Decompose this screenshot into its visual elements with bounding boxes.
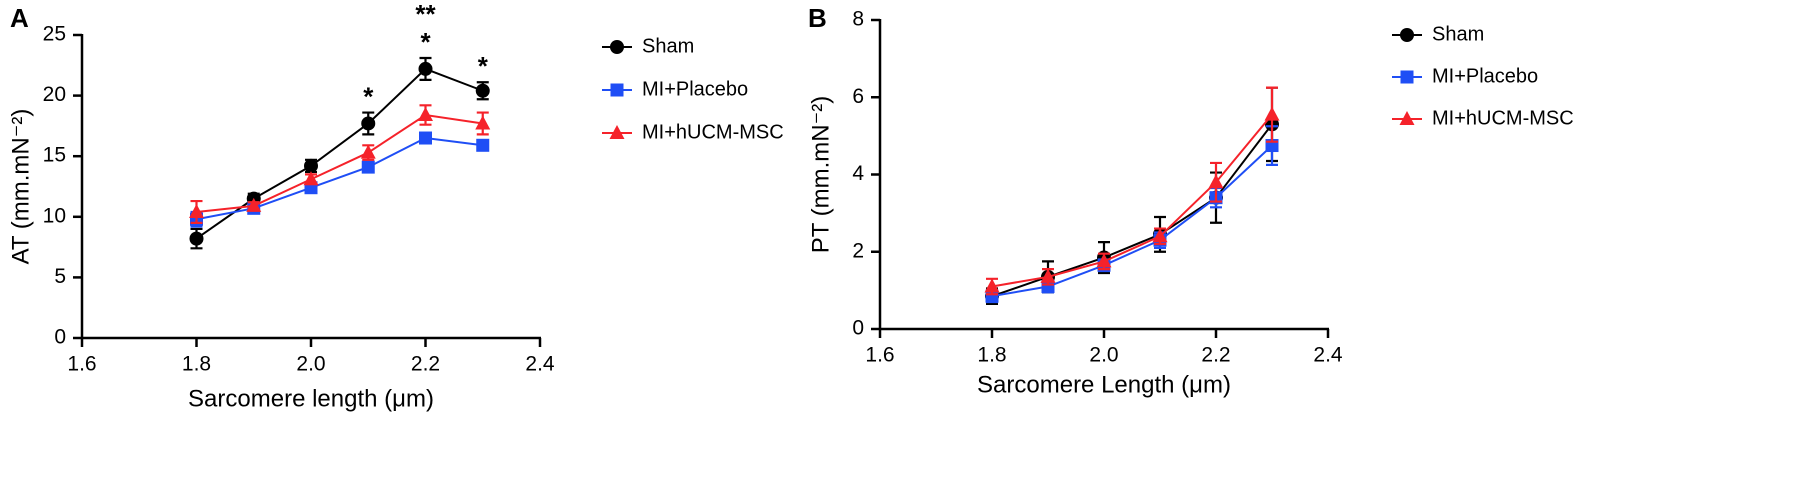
x-axis-label: Sarcomere Length (μm) (977, 371, 1231, 398)
marker (189, 231, 204, 246)
series (985, 125, 1279, 304)
legend-label: Sham (1432, 23, 1484, 45)
series (984, 86, 1280, 296)
y-axis-label: PT (mm.mN⁻²) (807, 96, 834, 254)
marker (361, 160, 375, 174)
x-tick-label: 1.6 (865, 344, 894, 367)
marker (360, 144, 376, 159)
marker (1152, 228, 1168, 243)
marker (1096, 253, 1112, 268)
marker (419, 131, 432, 145)
marker (418, 106, 433, 121)
significance: * (363, 81, 374, 111)
series-line (195, 67, 484, 240)
marker (609, 125, 625, 139)
legend-label: MI+hUCM-MSC (1432, 107, 1574, 129)
panel-label: A (10, 3, 29, 33)
legend-label: Sham (642, 35, 694, 57)
marker (1208, 174, 1224, 189)
x-tick-label: 1.8 (977, 344, 1006, 367)
x-tick-label: 1.6 (67, 353, 96, 376)
x-tick-label: 1.8 (182, 353, 211, 376)
y-tick-label: 10 (43, 204, 66, 227)
x-tick-label: 2.2 (1201, 344, 1230, 367)
panel-label: B (808, 3, 827, 33)
marker (475, 83, 490, 98)
x-axis-label: Sarcomere length (μm) (188, 385, 434, 412)
marker (303, 171, 319, 186)
series (985, 86, 1279, 305)
significance: ** (415, 0, 436, 29)
significance: * (420, 27, 431, 57)
x-tick-label: 2.0 (1089, 344, 1118, 367)
y-tick-label: 15 (43, 144, 66, 167)
y-tick-label: 25 (43, 23, 66, 46)
marker (985, 289, 999, 303)
y-tick-label: 8 (852, 8, 864, 31)
y-tick-label: 5 (54, 265, 66, 288)
marker (1400, 28, 1414, 42)
marker (475, 115, 491, 130)
series (189, 56, 490, 250)
series (189, 104, 491, 224)
series-line (991, 144, 1273, 298)
series-line (991, 113, 1273, 288)
marker (610, 40, 624, 54)
x-tick-label: 2.4 (1313, 344, 1343, 367)
marker (246, 197, 262, 212)
significance: * (478, 51, 489, 81)
y-tick-label: 20 (43, 83, 66, 106)
y-tick-label: 0 (54, 326, 66, 349)
marker (1041, 280, 1055, 294)
y-tick-label: 4 (852, 162, 864, 185)
marker (1040, 268, 1056, 283)
marker (304, 158, 318, 173)
marker (610, 83, 624, 97)
marker (1400, 70, 1414, 84)
marker (418, 61, 433, 76)
marker (361, 116, 376, 131)
marker (476, 138, 490, 152)
series-line (991, 123, 1273, 298)
x-tick-label: 2.2 (411, 353, 440, 376)
marker (984, 278, 1000, 293)
y-tick-label: 0 (852, 317, 864, 340)
marker (1399, 111, 1415, 125)
legend-label: MI+Placebo (642, 78, 748, 100)
y-tick-label: 2 (852, 239, 864, 262)
x-tick-label: 2.4 (525, 353, 555, 376)
marker (1264, 106, 1280, 121)
y-tick-label: 6 (852, 85, 864, 108)
marker (189, 203, 204, 218)
series-line (196, 136, 483, 221)
series-line (196, 113, 483, 213)
legend-label: MI+Placebo (1432, 65, 1538, 87)
y-axis-label: AT (mm.mN⁻²) (7, 109, 34, 265)
x-tick-label: 2.0 (296, 353, 325, 376)
legend-label: MI+hUCM-MSC (642, 121, 784, 143)
